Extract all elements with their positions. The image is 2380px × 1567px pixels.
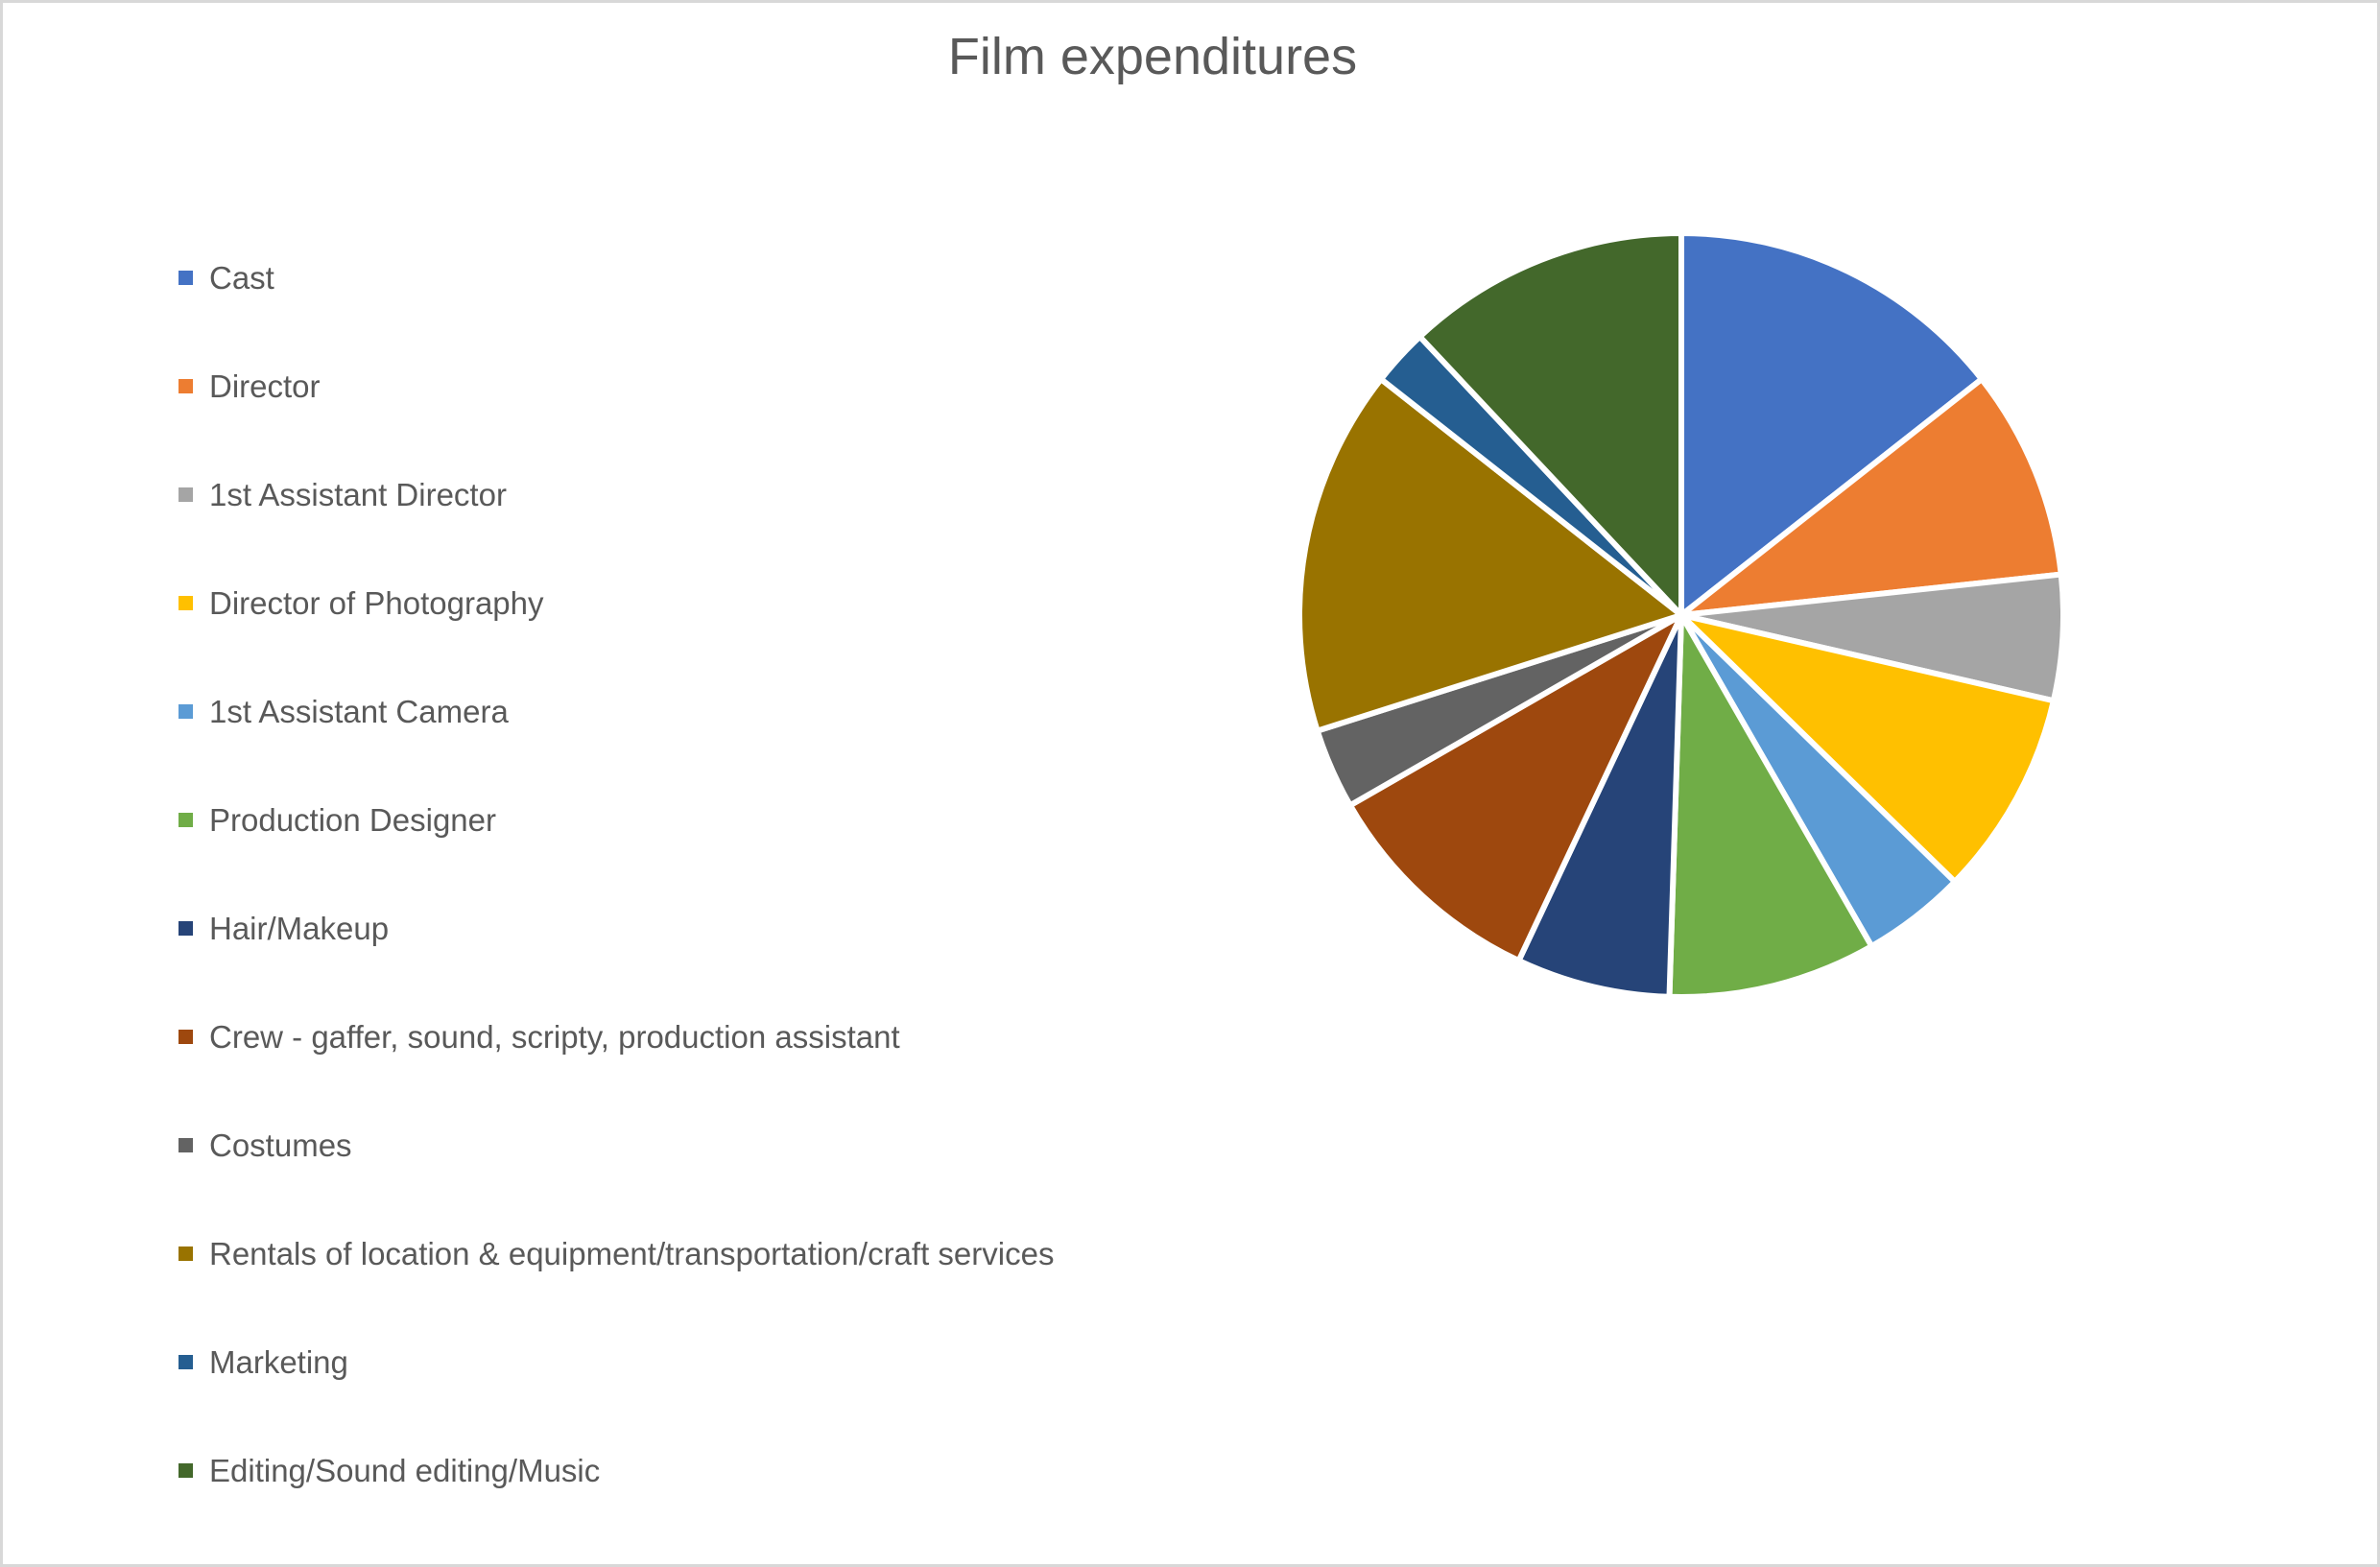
legend-item-cast[interactable]: Cast [178,224,1054,332]
legend-swatch-icon [178,1463,193,1478]
legend-swatch-icon [178,379,193,393]
legend-item-crew-gaffer-sound-scripty-production-assistant[interactable]: Crew - gaffer, sound, scripty, productio… [178,983,1054,1091]
legend-label: Cast [209,259,274,296]
legend-item-1st-assistant-camera[interactable]: 1st Assistant Camera [178,657,1054,766]
legend-label: Hair/Makeup [209,910,390,946]
legend-item-1st-assistant-director[interactable]: 1st Assistant Director [178,440,1054,549]
pie-chart [1297,230,2066,1000]
pie-slice-production-designer[interactable] [1666,612,1875,1000]
legend-label: 1st Assistant Camera [209,693,509,729]
legend-label: Production Designer [209,801,496,838]
legend-swatch-icon [178,1030,193,1044]
legend-item-rentals-of-location-equipment-transportation-craft-services[interactable]: Rentals of location & equipment/transpor… [178,1199,1054,1308]
legend-swatch-icon [178,596,193,610]
pie-slice-director[interactable] [1678,376,2064,618]
legend-item-hair-makeup[interactable]: Hair/Makeup [178,874,1054,983]
legend-swatch-icon [178,1246,193,1261]
legend-item-production-designer[interactable]: Production Designer [178,766,1054,874]
legend-swatch-icon [178,271,193,285]
legend-item-costumes[interactable]: Costumes [178,1091,1054,1199]
legend-item-editing-sound-editing-music[interactable]: Editing/Sound editing/Music [178,1416,1054,1525]
chart-title: Film expenditures [947,28,1358,85]
legend-label: Rentals of location & equipment/transpor… [209,1235,1055,1271]
legend-label: Marketing [209,1343,348,1380]
pie-slice-crew-gaffer-sound-scripty-production-assistant[interactable] [1346,612,1684,964]
legend-swatch-icon [178,921,193,936]
legend-label: Editing/Sound editing/Music [209,1452,601,1488]
pie-slice-cast[interactable] [1678,230,1985,618]
pie-slice-rentals-of-location-equipment-transportation-craft-services[interactable] [1297,376,1684,734]
legend-swatch-icon [178,487,193,502]
pie-slice-hair-makeup[interactable] [1515,612,1684,1000]
chart-legend: Cast Director 1st Assistant Director Direct… [178,224,1054,1525]
legend-label: Director [209,368,321,404]
legend-item-marketing[interactable]: Marketing [178,1308,1054,1416]
pie-slice-director-of-photography[interactable] [1678,612,2057,885]
legend-label: Crew - gaffer, sound, scripty, productio… [209,1018,900,1055]
legend-label: Director of Photography [209,584,544,621]
legend-item-director-of-photography[interactable]: Director of Photography [178,549,1054,657]
legend-item-director[interactable]: Director [178,332,1054,440]
legend-swatch-icon [178,813,193,827]
legend-swatch-icon [178,704,193,719]
legend-swatch-icon [178,1355,193,1369]
legend-swatch-icon [178,1138,193,1152]
legend-label: 1st Assistant Director [209,476,507,512]
pie-slice-editing-sound-editing-music[interactable] [1416,230,1684,618]
legend-label: Costumes [209,1127,352,1163]
